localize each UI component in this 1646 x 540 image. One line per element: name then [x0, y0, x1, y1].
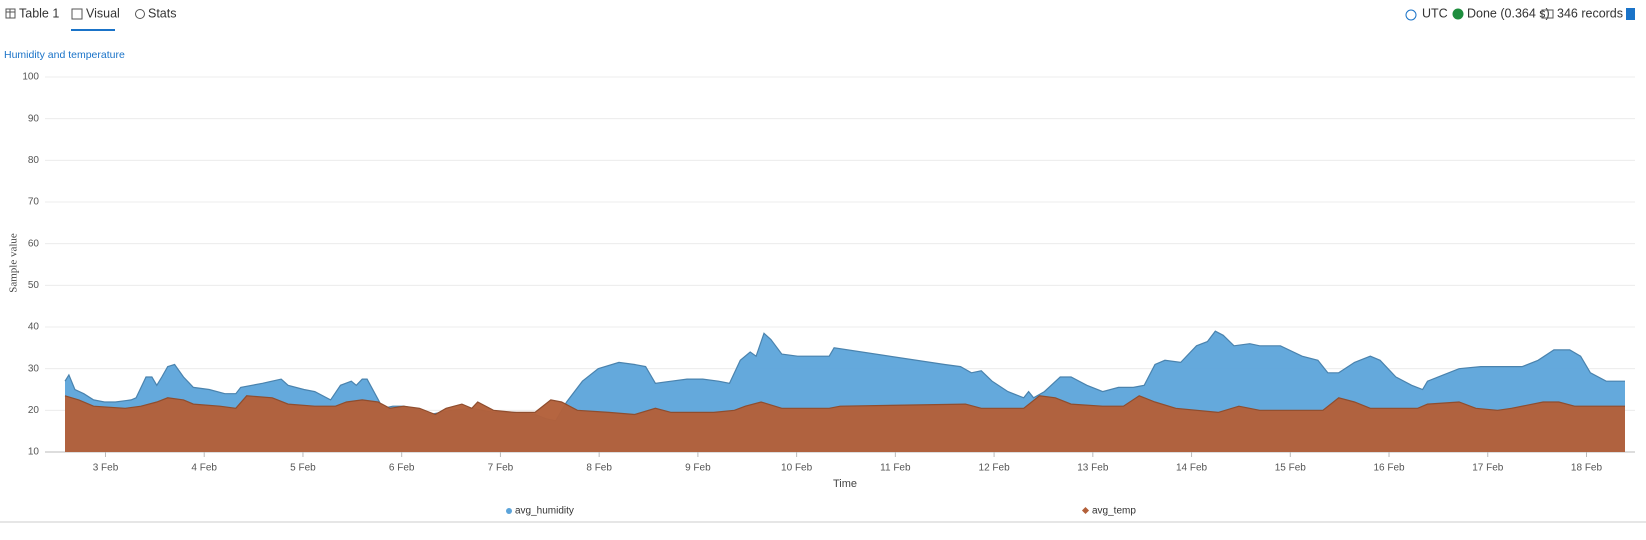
stats-icon — [135, 9, 145, 19]
tab-label: Table 1 — [19, 6, 59, 20]
clock-icon — [1405, 9, 1417, 21]
y-tick-label: 40 — [28, 322, 40, 333]
y-axis-title: Sample value — [8, 233, 20, 293]
x-axis-title: Time — [833, 478, 857, 490]
chart-icon — [71, 8, 83, 20]
y-tick-label: 30 — [28, 363, 40, 374]
tab-visual[interactable]: Visual — [71, 6, 120, 31]
x-tick-label: 18 Feb — [1571, 463, 1603, 474]
x-tick-label: 17 Feb — [1472, 463, 1504, 474]
x-tick-label: 3 Feb — [93, 463, 119, 474]
y-tick-label: 60 — [28, 238, 40, 249]
legend-marker — [506, 508, 512, 514]
legend-label: avg_humidity — [515, 506, 574, 517]
y-tick-label: 20 — [28, 405, 40, 416]
area-line — [64, 330, 1625, 422]
x-tick-label: 12 Feb — [979, 463, 1011, 474]
y-tick-label: 80 — [28, 155, 40, 166]
legend-label: avg_temp — [1092, 506, 1136, 517]
x-tick-label: 6 Feb — [389, 463, 415, 474]
x-tick-label: 9 Feb — [685, 463, 711, 474]
x-tick-label: 10 Feb — [781, 463, 813, 474]
x-tick-label: 7 Feb — [488, 463, 514, 474]
x-tick-label: 13 Feb — [1077, 463, 1109, 474]
x-tick-label: 4 Feb — [191, 463, 217, 474]
tab-label: Visual — [86, 6, 120, 20]
records: 346 records — [1557, 6, 1623, 20]
x-tick-label: 16 Feb — [1373, 463, 1405, 474]
y-tick-label: 90 — [28, 113, 40, 124]
y-tick-label: 100 — [22, 72, 39, 83]
legend-marker — [1081, 506, 1090, 515]
tab-label: Stats — [148, 6, 177, 20]
timezone[interactable]: UTC — [1422, 6, 1448, 20]
clipboard-icon[interactable] — [1626, 8, 1635, 20]
tab-stats[interactable]: Stats — [135, 6, 177, 20]
x-tick-label: 11 Feb — [880, 463, 911, 474]
y-tick-label: 10 — [28, 447, 40, 458]
status-text: Done (0.364 s) — [1467, 6, 1550, 20]
x-tick-label: 5 Feb — [290, 463, 316, 474]
y-tick-label: 50 — [28, 280, 40, 291]
records-icon — [1541, 9, 1554, 19]
x-tick-label: 8 Feb — [586, 463, 612, 474]
x-tick-label: 15 Feb — [1275, 463, 1307, 474]
tab-table[interactable]: Table 1 — [5, 6, 59, 20]
area-line — [64, 395, 1625, 416]
chart-title: Humidity and temperature — [4, 49, 125, 61]
done-icon — [1452, 8, 1464, 20]
tab-underline — [71, 29, 115, 31]
area-fill — [65, 395, 1625, 452]
x-tick-label: 14 Feb — [1176, 463, 1208, 474]
y-tick-label: 70 — [28, 197, 40, 208]
